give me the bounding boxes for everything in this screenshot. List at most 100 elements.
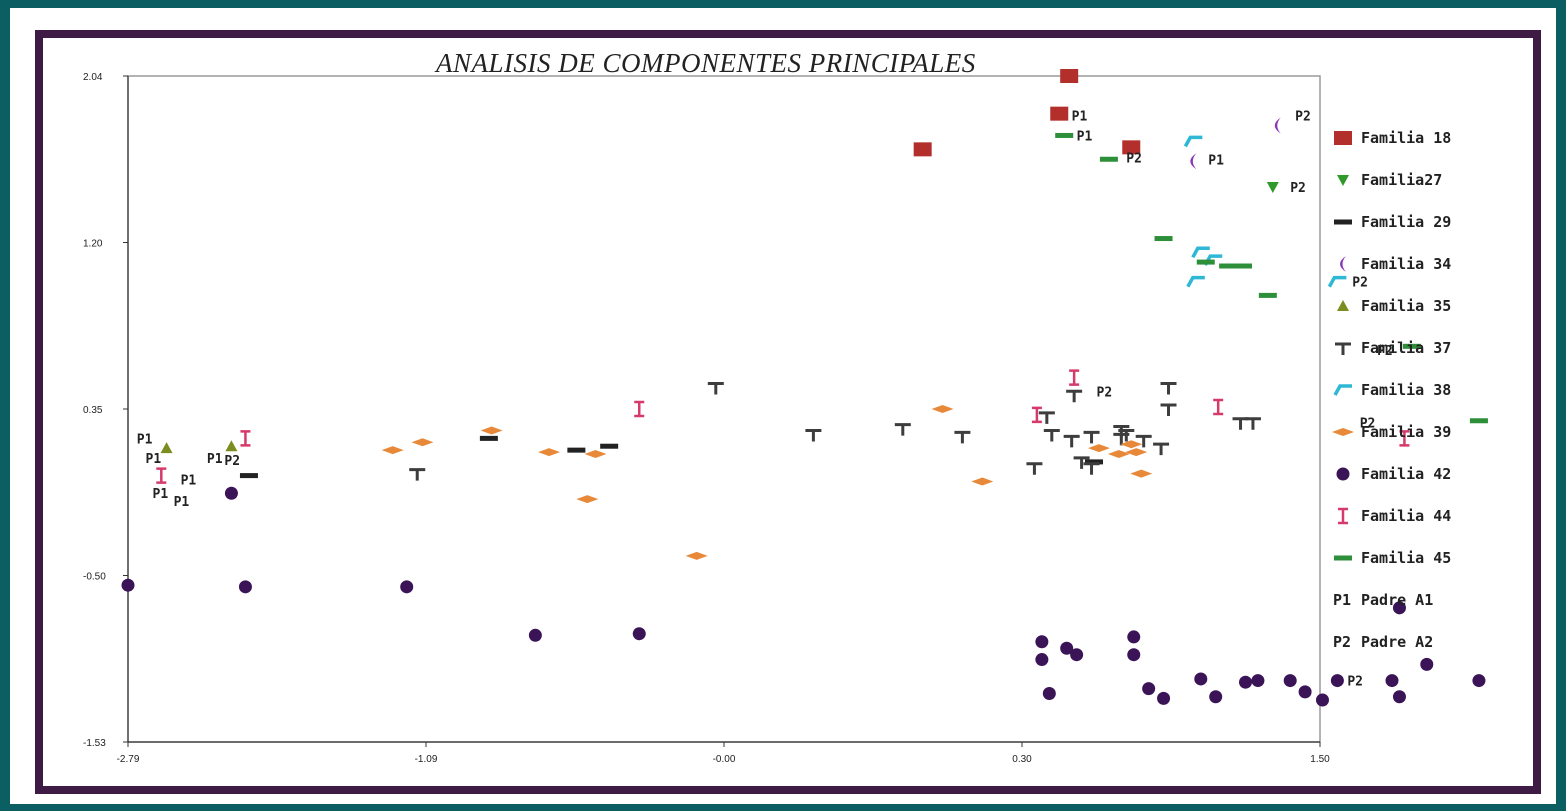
point-familia-18 xyxy=(1050,106,1069,121)
point-familia-18 xyxy=(1122,140,1141,155)
point-familia-42 xyxy=(1127,648,1141,662)
point-familia-42 xyxy=(1142,682,1156,696)
point-familia-42 xyxy=(528,628,542,642)
point-familia-37 xyxy=(1083,462,1100,475)
plot-area xyxy=(127,75,1321,743)
point-familia-37 xyxy=(707,381,724,395)
figure-frame: ANALISIS DE COMPONENTES PRINCIPALES -2.7… xyxy=(10,8,1556,804)
point-familia-39 xyxy=(584,450,607,459)
point-familia-44 xyxy=(634,400,645,418)
point-label: P1 xyxy=(146,452,162,467)
legend-label: Familia27 xyxy=(1361,171,1442,189)
point-familia-39 xyxy=(971,477,994,486)
point-familia-37 xyxy=(1118,428,1135,442)
legend-label: Familia 37 xyxy=(1361,339,1451,357)
point-familia-39 xyxy=(931,405,954,413)
point-familia-45 xyxy=(1469,418,1488,424)
legend-marker xyxy=(1337,175,1349,186)
chart-title: ANALISIS DE COMPONENTES PRINCIPALES xyxy=(434,48,976,78)
point-familia-44 xyxy=(1069,369,1080,386)
point-familia-29 xyxy=(600,443,619,449)
point-label: P2 xyxy=(224,454,240,469)
y-tick-label: -0.50 xyxy=(83,572,106,583)
point-familia-18 xyxy=(913,142,932,157)
point-familia-44 xyxy=(156,467,167,484)
point-familia-29 xyxy=(567,447,586,453)
point-familia-42 xyxy=(121,578,135,592)
point-familia-39 xyxy=(1125,448,1148,457)
point-familia-42 xyxy=(1330,674,1344,688)
point-familia-42 xyxy=(1392,601,1406,615)
point-familia-39 xyxy=(480,426,503,435)
point-familia-38 xyxy=(1327,275,1347,288)
point-familia-45 xyxy=(1154,236,1173,242)
point-label: P1 xyxy=(1208,153,1224,168)
point-familia-44 xyxy=(1213,398,1224,416)
point-familia-38 xyxy=(1191,246,1210,259)
legend-marker xyxy=(1335,342,1351,355)
legend-label: Familia 35 xyxy=(1361,297,1451,315)
point-familia-39 xyxy=(411,438,434,447)
point-familia-39 xyxy=(1087,444,1110,453)
point-familia-39 xyxy=(576,495,599,504)
point-familia-37 xyxy=(1113,425,1130,438)
point-familia-42 xyxy=(1035,653,1049,667)
point-familia-45 xyxy=(1055,132,1074,138)
point-label: P1 xyxy=(153,487,169,502)
x-tick-label: -0.00 xyxy=(713,754,736,765)
y-tick-label: -1.53 xyxy=(83,738,106,749)
point-familia-39 xyxy=(1107,450,1130,459)
point-familia-42 xyxy=(1042,687,1056,701)
legend-marker xyxy=(1337,300,1349,311)
point-familia-34 xyxy=(1190,153,1197,170)
point-familia-42 xyxy=(400,580,414,594)
point-familia-37 xyxy=(1153,442,1170,456)
point-familia-45 xyxy=(1196,259,1215,265)
data-points xyxy=(121,69,1488,707)
legend-label: Padre A1 xyxy=(1361,591,1433,609)
point-label: P2 xyxy=(1290,181,1306,196)
point-familia-39 xyxy=(381,446,404,455)
point-familia-42 xyxy=(1251,674,1265,688)
point-familia-42 xyxy=(1070,648,1084,662)
legend-label: Familia 44 xyxy=(1361,507,1451,525)
point-familia-37 xyxy=(894,423,911,436)
point-label: P2 xyxy=(1347,675,1363,690)
y-tick-label: 0.35 xyxy=(83,405,103,416)
point-label: P2 xyxy=(1097,385,1113,400)
point-label: P2 xyxy=(1360,417,1376,432)
point-familia-45 xyxy=(1402,343,1421,349)
legend-marker xyxy=(1334,131,1352,145)
point-familia-37 xyxy=(1232,417,1249,430)
point-label: P1 xyxy=(1072,110,1088,125)
point-familia-37 xyxy=(954,430,971,444)
x-tick-label: -2.79 xyxy=(117,754,140,765)
legend-key: P2 xyxy=(1333,633,1351,651)
legend-marker xyxy=(1336,467,1350,481)
point-label: P1 xyxy=(137,432,153,447)
point-familia-34 xyxy=(1274,117,1281,134)
point-label: P1 xyxy=(181,474,197,489)
point-familia-39 xyxy=(1130,469,1153,478)
point-familia-35 xyxy=(160,442,173,454)
point-familia-42 xyxy=(1298,685,1312,699)
legend-marker xyxy=(1340,256,1346,272)
legend-marker xyxy=(1332,428,1354,436)
point-label: P1 xyxy=(174,495,190,510)
point-familia-37 xyxy=(1135,434,1152,448)
point-familia-42 xyxy=(1239,675,1252,689)
axis-ticks: -2.79 -1.09 -0.00 0.30 1.50 2.04 1.20 0.35 -0.50… xyxy=(83,72,1330,765)
legend-marker xyxy=(1333,384,1352,396)
x-tick-label: 1.50 xyxy=(1310,754,1330,765)
legend-label: Familia 45 xyxy=(1361,549,1451,567)
point-label: P1 xyxy=(1077,129,1093,144)
point-label: P2 xyxy=(1126,151,1142,166)
point-familia-42 xyxy=(1315,693,1329,707)
point-familia-37 xyxy=(1083,430,1100,444)
point-familia-42 xyxy=(1194,672,1208,686)
point-familia-45 xyxy=(1099,156,1118,162)
point-familia-29 xyxy=(239,473,258,479)
legend-marker xyxy=(1338,507,1348,525)
point-familia-37 xyxy=(1063,434,1080,448)
